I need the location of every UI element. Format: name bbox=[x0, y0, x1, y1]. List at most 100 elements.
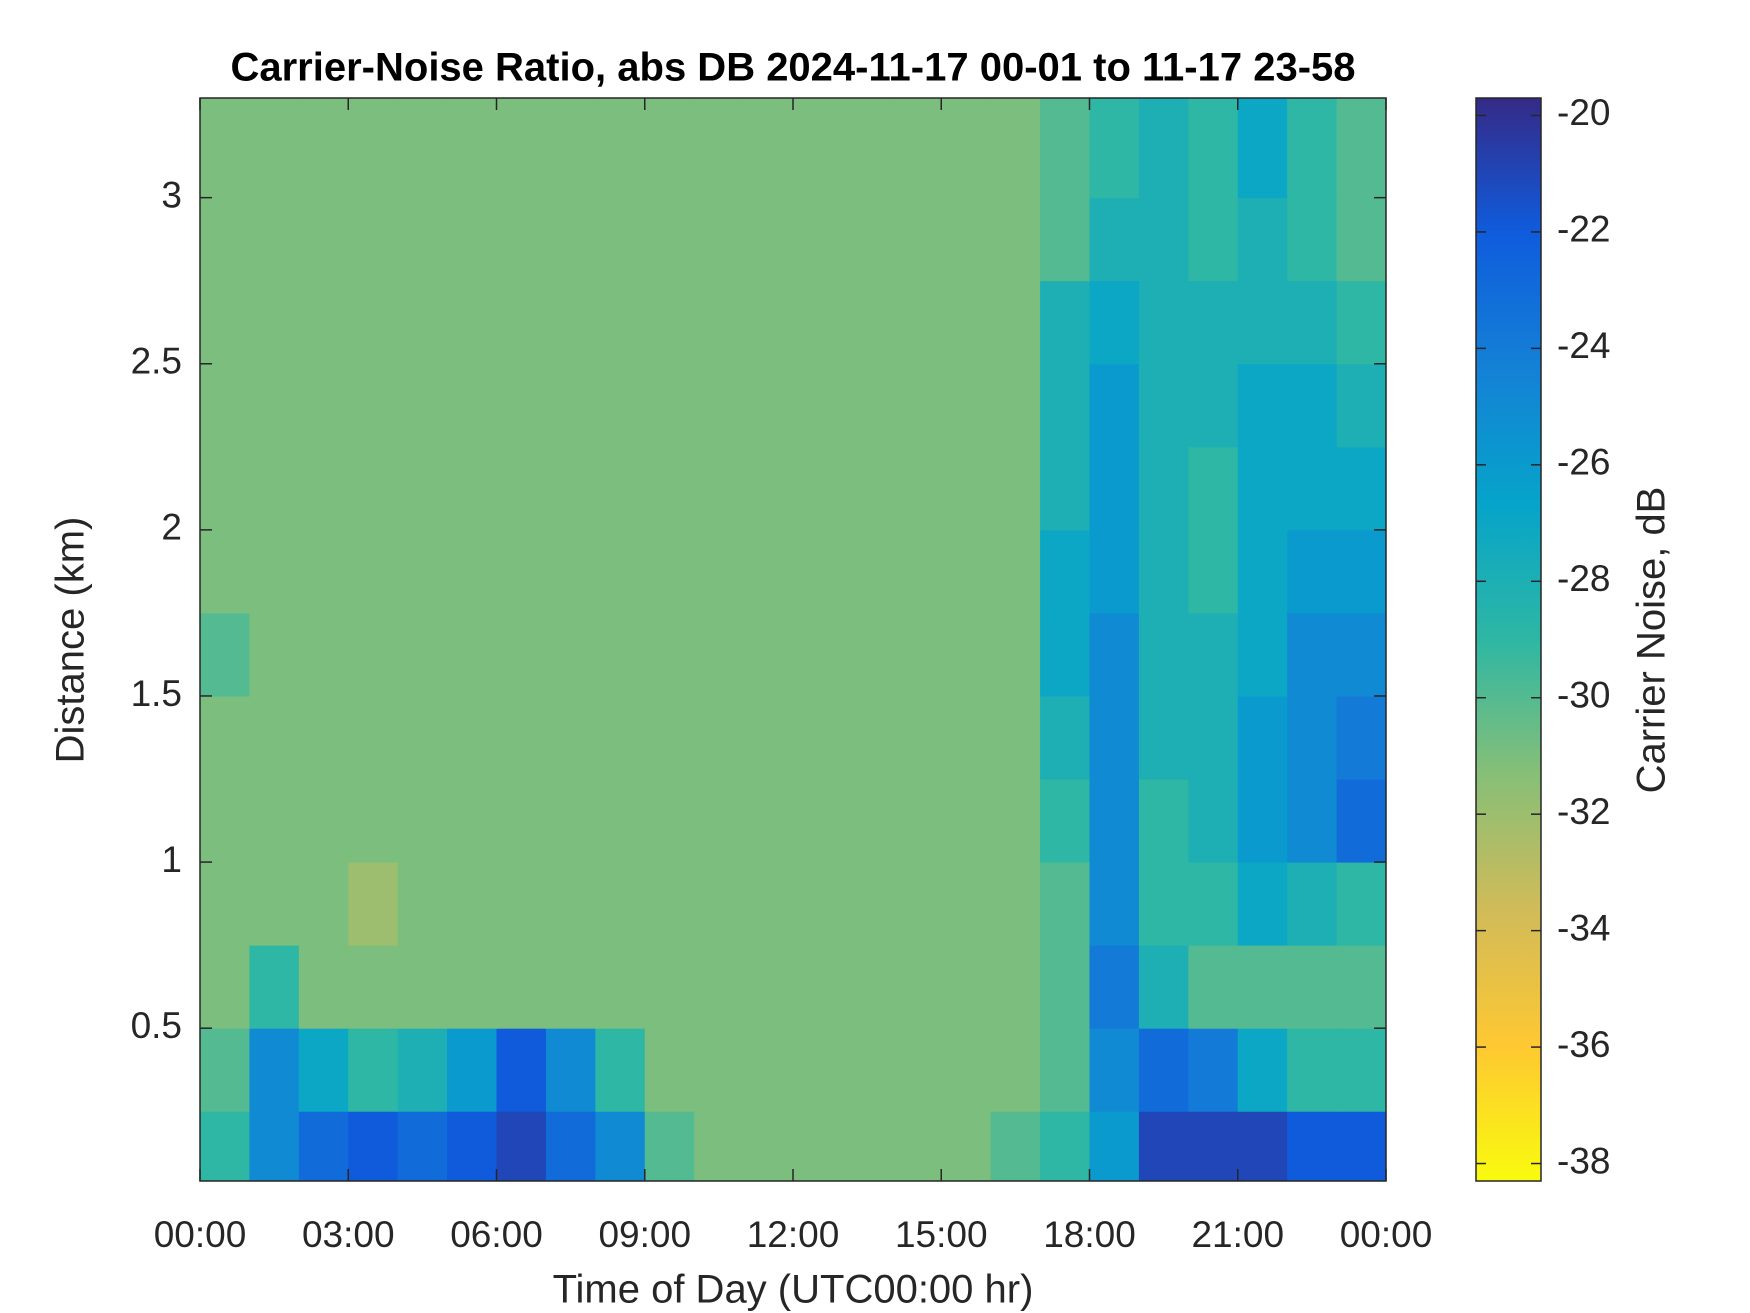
x-tick-label: 09:00 bbox=[598, 1214, 691, 1255]
heat-cell bbox=[1336, 945, 1387, 1029]
heat-cell bbox=[447, 280, 497, 365]
heat-cell bbox=[743, 1028, 794, 1112]
heat-cell bbox=[397, 945, 448, 1029]
heat-cell bbox=[1040, 197, 1090, 282]
heat-cell bbox=[200, 529, 250, 614]
heat-cell bbox=[891, 529, 942, 614]
heat-cell bbox=[644, 1028, 695, 1112]
heat-cell bbox=[644, 529, 695, 614]
heat-cell bbox=[1336, 1111, 1387, 1182]
heat-cell bbox=[891, 945, 942, 1029]
heat-cell bbox=[1287, 779, 1338, 863]
heat-cell bbox=[990, 945, 1041, 1029]
heat-cell bbox=[200, 862, 250, 946]
heat-cell bbox=[397, 197, 448, 282]
heat-cell bbox=[694, 1028, 745, 1112]
heat-cell bbox=[990, 197, 1041, 282]
heat-cell bbox=[990, 695, 1041, 780]
heat-cell bbox=[793, 197, 843, 282]
heat-cell bbox=[1089, 612, 1140, 697]
heat-cell bbox=[694, 197, 745, 282]
heat-cell bbox=[1188, 862, 1239, 946]
heat-cell bbox=[1138, 695, 1189, 780]
heat-cell bbox=[397, 363, 448, 448]
heat-cell bbox=[496, 446, 547, 531]
heat-cell bbox=[1040, 1028, 1090, 1112]
heat-cell bbox=[743, 1111, 794, 1182]
heat-cell bbox=[348, 363, 399, 448]
heat-cell bbox=[1237, 363, 1288, 448]
heat-cell bbox=[1336, 363, 1387, 448]
heat-cell bbox=[1287, 1028, 1338, 1112]
heat-cell bbox=[496, 862, 547, 946]
heat-cell bbox=[793, 695, 843, 780]
heat-cell bbox=[644, 197, 695, 282]
colorbar-tick-label: -26 bbox=[1557, 442, 1610, 483]
heat-cell bbox=[348, 446, 399, 531]
x-axis-label: Time of Day (UTC00:00 hr) bbox=[553, 1268, 1034, 1312]
heat-cell bbox=[298, 98, 349, 199]
y-tick-label: 3 bbox=[161, 174, 182, 215]
heat-cell bbox=[1237, 1111, 1288, 1182]
heat-cell bbox=[348, 612, 399, 697]
heat-cell bbox=[200, 612, 250, 697]
heat-cell bbox=[249, 779, 300, 863]
heat-cell bbox=[793, 862, 843, 946]
heat-cell bbox=[298, 280, 349, 365]
heat-cell bbox=[200, 945, 250, 1029]
heat-cell bbox=[644, 98, 695, 199]
heat-cell bbox=[1188, 695, 1239, 780]
heat-cell bbox=[200, 1028, 250, 1112]
heat-cell bbox=[595, 280, 646, 365]
heat-cell bbox=[1287, 945, 1338, 1029]
heat-cell bbox=[447, 945, 497, 1029]
heat-cell bbox=[447, 1028, 497, 1112]
heat-cell bbox=[348, 197, 399, 282]
heat-cell bbox=[1188, 945, 1239, 1029]
heat-cell bbox=[1336, 1028, 1387, 1112]
heat-cell bbox=[298, 695, 349, 780]
heat-cell bbox=[298, 1111, 349, 1182]
heat-cell bbox=[545, 1028, 596, 1112]
heat-cell bbox=[545, 1111, 596, 1182]
heat-cell bbox=[1237, 779, 1288, 863]
heat-cell bbox=[1138, 1111, 1189, 1182]
heat-cell bbox=[496, 612, 547, 697]
heat-cell bbox=[1040, 1111, 1090, 1182]
heat-cell bbox=[496, 197, 547, 282]
heat-cell bbox=[200, 363, 250, 448]
heat-cell bbox=[348, 98, 399, 199]
heat-cell bbox=[397, 779, 448, 863]
heat-cell bbox=[941, 612, 992, 697]
heat-cell bbox=[348, 695, 399, 780]
heat-cell bbox=[644, 1111, 695, 1182]
heat-cell bbox=[249, 945, 300, 1029]
heat-cell bbox=[348, 1111, 399, 1182]
heat-cell bbox=[1287, 363, 1338, 448]
heat-cell bbox=[842, 363, 893, 448]
colorbar-tick-label: -24 bbox=[1557, 325, 1610, 366]
heat-cell bbox=[595, 446, 646, 531]
y-tick-label: 2.5 bbox=[131, 341, 182, 382]
heat-cell bbox=[200, 197, 250, 282]
heat-cell bbox=[348, 1028, 399, 1112]
heat-cell bbox=[694, 446, 745, 531]
colorbar-tick-label: -34 bbox=[1557, 907, 1610, 948]
heat-cell bbox=[200, 98, 250, 199]
heat-cell bbox=[1237, 862, 1288, 946]
heat-cell bbox=[1287, 446, 1338, 531]
heat-cell bbox=[891, 779, 942, 863]
colorbar-label: Carrier Noise, dB bbox=[1630, 487, 1674, 794]
heat-cell bbox=[1040, 779, 1090, 863]
heat-cell bbox=[842, 280, 893, 365]
heat-cell bbox=[644, 695, 695, 780]
heat-cell bbox=[1188, 197, 1239, 282]
heat-cell bbox=[1188, 363, 1239, 448]
heat-cell bbox=[1237, 612, 1288, 697]
heat-cell bbox=[1336, 529, 1387, 614]
heat-cell bbox=[545, 197, 596, 282]
heat-cell bbox=[990, 779, 1041, 863]
heat-cell bbox=[249, 862, 300, 946]
heat-cell bbox=[842, 612, 893, 697]
heat-cell bbox=[1040, 529, 1090, 614]
